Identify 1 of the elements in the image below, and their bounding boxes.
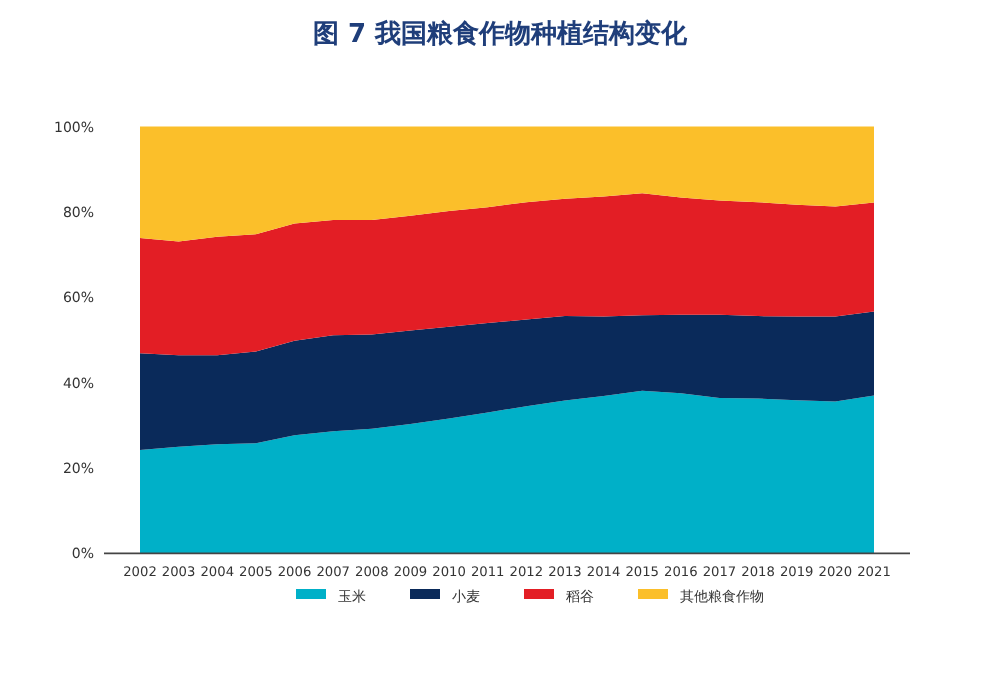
chart-title: 图 7 我国粮食作物种植结构变化 — [312, 18, 690, 50]
